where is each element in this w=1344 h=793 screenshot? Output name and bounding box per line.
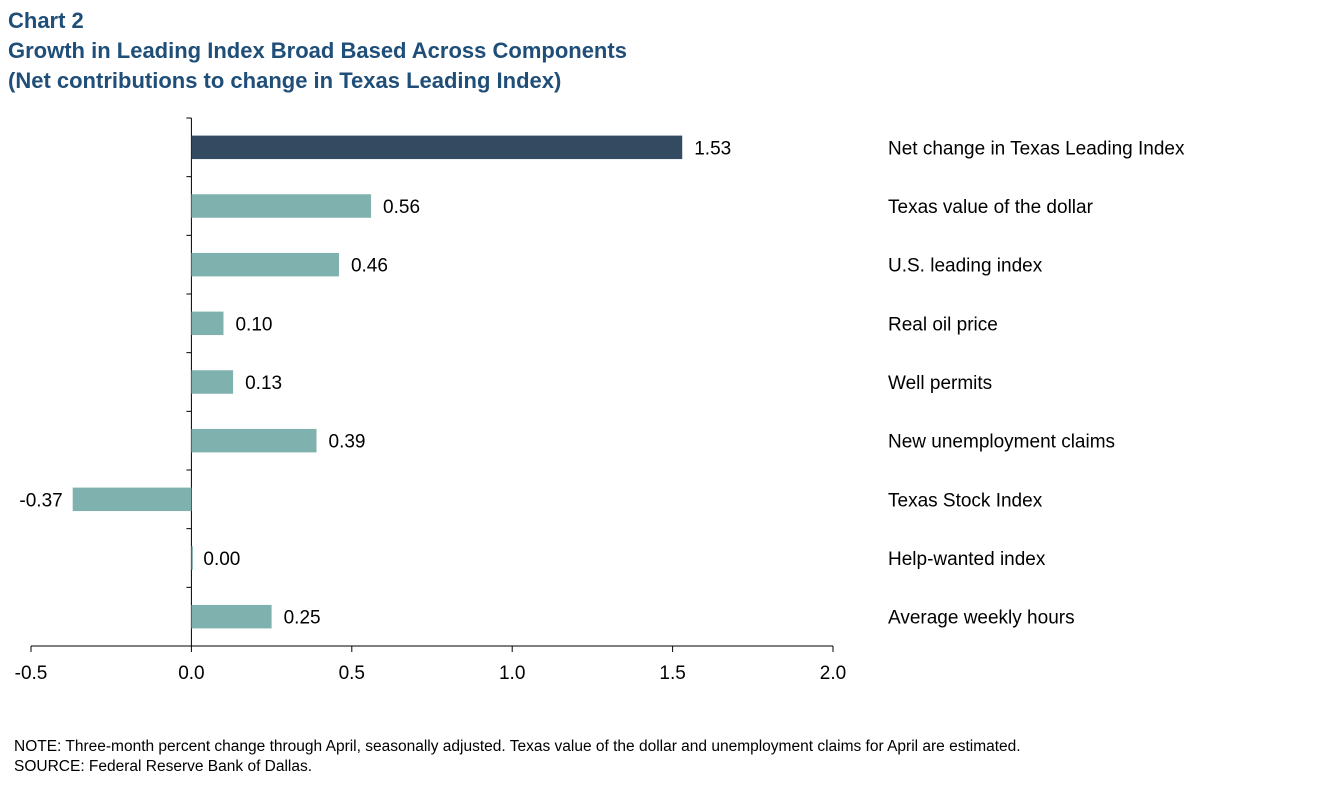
category-label: Well permits [888,373,992,394]
data-label: 0.56 [383,197,420,218]
chart-title: Growth in Leading Index Broad Based Acro… [8,38,627,63]
x-tick-label: 1.0 [499,663,525,684]
bar [191,135,683,160]
category-label: New unemployment claims [888,432,1115,453]
data-label: 0.13 [245,373,282,394]
data-label: 0.10 [235,314,272,335]
bar [191,370,234,394]
bar [191,546,193,570]
bar-chart: -0.5 0.0 0.5 1.0 1.5 2.0 1.53 Net change in Tex… [15,117,1185,684]
bar [191,604,272,629]
x-tick-label: 0.0 [178,663,204,684]
bar [191,428,317,453]
data-label: 0.00 [203,549,240,570]
category-label: Average weekly hours [888,608,1075,629]
chart-source: SOURCE: Federal Reserve Bank of Dallas. [14,758,313,775]
x-tick-label: 2.0 [820,663,846,684]
x-tick-label: 0.5 [339,663,365,684]
data-label: 1.53 [694,138,731,159]
chart-note: NOTE: Three-month percent change through… [14,738,1021,755]
chart-number: Chart 2 [8,8,84,33]
category-label: Real oil price [888,314,998,335]
bar [72,487,192,512]
data-label: -0.37 [19,490,62,511]
chart-title-block: Chart 2 Growth in Leading Index Broad Ba… [8,6,627,96]
bar [191,252,339,277]
data-label: 0.46 [351,256,388,277]
category-label: U.S. leading index [888,256,1043,277]
bar [191,311,224,336]
data-label: 0.39 [329,432,366,453]
category-label: Texas Stock Index [888,490,1043,511]
category-label: Net change in Texas Leading Index [888,138,1185,159]
chart-footer: NOTE: Three-month percent change through… [14,737,1021,777]
category-label: Help-wanted index [888,549,1046,570]
x-tick-label: -0.5 [15,663,48,684]
x-tick-label: 1.5 [659,663,685,684]
bar [191,194,372,218]
chart-subtitle: (Net contributions to change in Texas Le… [8,68,562,93]
data-label: 0.25 [284,608,321,629]
category-label: Texas value of the dollar [888,197,1094,218]
